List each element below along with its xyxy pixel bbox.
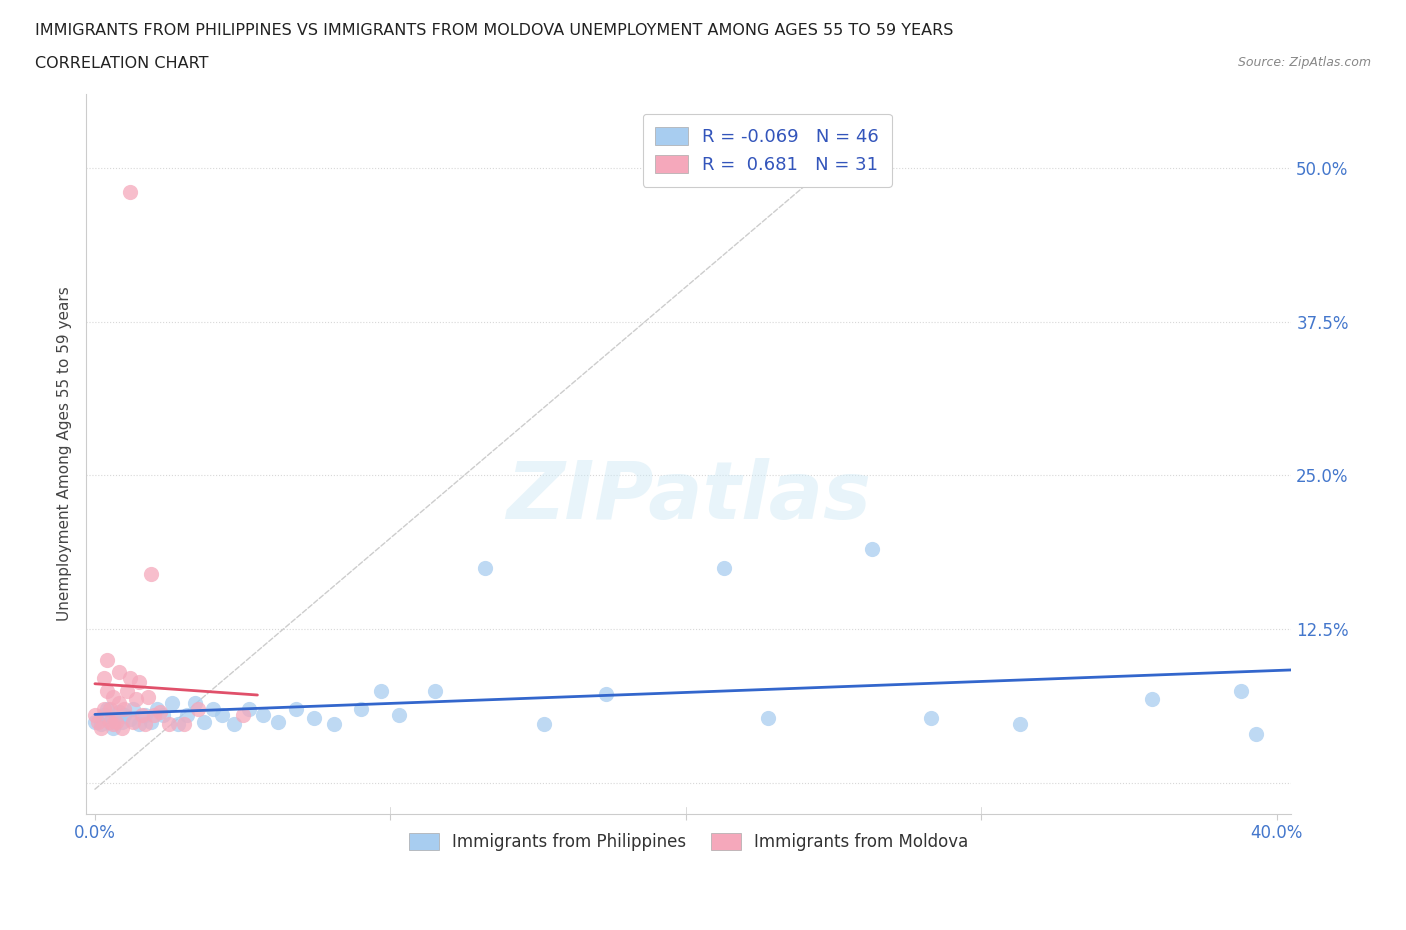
Point	[90, 720, 112, 735]
Point	[370, 684, 392, 698]
Point	[110, 720, 132, 735]
Point	[238, 702, 260, 717]
Point	[758, 711, 780, 725]
Point	[104, 714, 127, 729]
Point	[98, 702, 121, 717]
Point	[104, 711, 127, 725]
Point	[98, 714, 121, 729]
Point	[1008, 717, 1031, 732]
Point	[267, 714, 290, 729]
Point	[139, 566, 162, 581]
Point	[114, 702, 136, 717]
Point	[136, 689, 159, 704]
Point	[860, 542, 883, 557]
Point	[134, 708, 156, 723]
Point	[350, 702, 373, 717]
Point	[96, 702, 118, 717]
Point	[87, 714, 110, 729]
Point	[114, 708, 136, 723]
Point	[98, 714, 121, 729]
Point	[143, 708, 166, 723]
Point	[323, 717, 346, 732]
Point	[131, 708, 153, 723]
Point	[595, 687, 617, 702]
Point	[222, 717, 245, 732]
Point	[122, 702, 145, 717]
Point	[920, 711, 942, 725]
Point	[101, 689, 124, 704]
Point	[184, 696, 207, 711]
Text: CORRELATION CHART: CORRELATION CHART	[35, 56, 208, 71]
Point	[1230, 684, 1253, 698]
Point	[1142, 692, 1164, 707]
Point	[160, 696, 183, 711]
Point	[125, 692, 148, 707]
Point	[474, 560, 496, 575]
Legend: Immigrants from Philippines, Immigrants from Moldova: Immigrants from Philippines, Immigrants …	[401, 825, 977, 859]
Point	[122, 714, 145, 729]
Point	[423, 684, 446, 698]
Point	[128, 717, 150, 732]
Point	[252, 708, 274, 723]
Point	[93, 702, 115, 717]
Point	[128, 675, 150, 690]
Text: ZIPatlas: ZIPatlas	[506, 458, 872, 536]
Point	[120, 185, 142, 200]
Point	[101, 717, 124, 732]
Point	[152, 708, 174, 723]
Point	[101, 720, 124, 735]
Point	[90, 717, 112, 732]
Point	[173, 717, 195, 732]
Point	[120, 711, 142, 726]
Point	[84, 708, 107, 723]
Point	[211, 708, 233, 723]
Text: IMMIGRANTS FROM PHILIPPINES VS IMMIGRANTS FROM MOLDOVA UNEMPLOYMENT AMONG AGES 5: IMMIGRANTS FROM PHILIPPINES VS IMMIGRANT…	[35, 23, 953, 38]
Point	[93, 708, 115, 723]
Point	[117, 684, 139, 698]
Point	[107, 704, 129, 719]
Point	[388, 708, 411, 723]
Point	[533, 717, 555, 732]
Point	[713, 560, 735, 575]
Point	[187, 702, 209, 717]
Point	[134, 717, 156, 732]
Y-axis label: Unemployment Among Ages 55 to 59 years: Unemployment Among Ages 55 to 59 years	[58, 286, 72, 621]
Point	[157, 717, 180, 732]
Point	[302, 711, 325, 725]
Point	[202, 702, 225, 717]
Point	[149, 704, 172, 719]
Point	[193, 714, 215, 729]
Point	[107, 696, 129, 711]
Text: Source: ZipAtlas.com: Source: ZipAtlas.com	[1237, 56, 1371, 69]
Point	[93, 671, 115, 686]
Point	[232, 708, 254, 723]
Point	[120, 671, 142, 686]
Point	[107, 665, 129, 680]
Point	[110, 714, 132, 729]
Point	[166, 717, 188, 732]
Point	[284, 702, 307, 717]
Point	[96, 653, 118, 668]
Point	[84, 714, 107, 729]
Point	[1244, 726, 1267, 741]
Point	[176, 708, 198, 723]
Point	[139, 714, 162, 729]
Point	[146, 702, 169, 717]
Point	[96, 684, 118, 698]
